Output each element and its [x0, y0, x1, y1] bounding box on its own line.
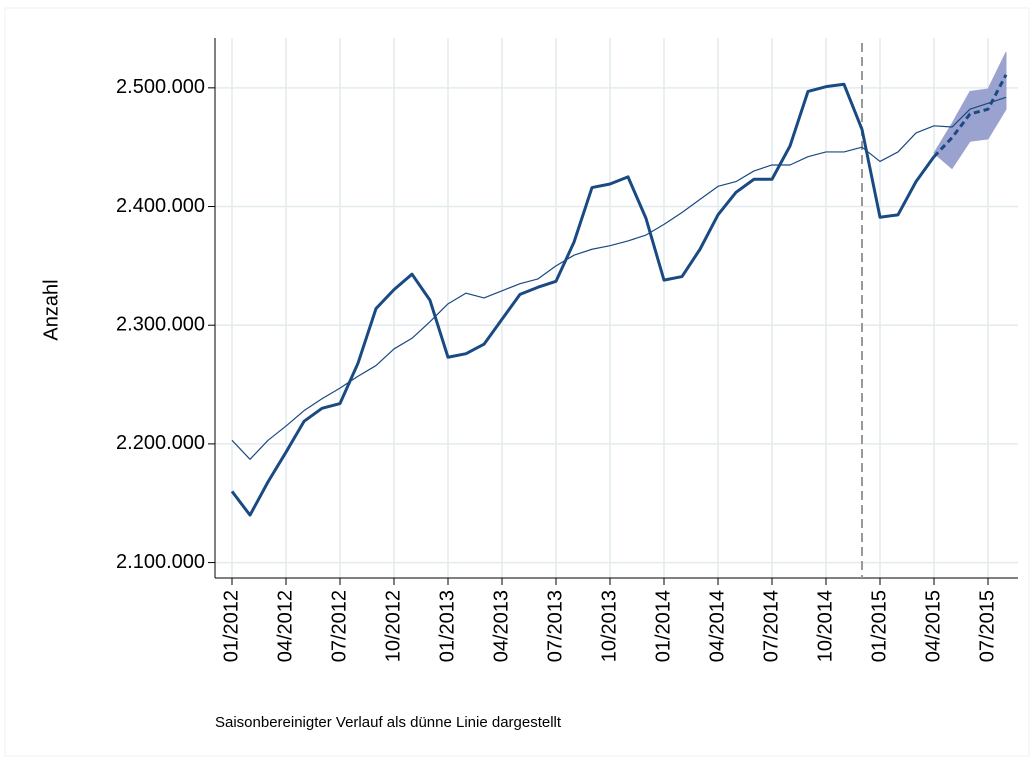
x-tick-label: 04/2012: [274, 590, 296, 662]
series-line: [932, 74, 1008, 158]
y-tick-label: 2.400.000: [116, 195, 205, 217]
y-axis-label: Anzahl: [40, 279, 62, 340]
x-tick-label: 10/2014: [814, 590, 836, 662]
x-tick-label: 01/2014: [652, 590, 674, 662]
x-tick-label: 01/2015: [868, 590, 890, 662]
x-tick-label: 07/2015: [976, 590, 998, 662]
x-tick-label: 07/2013: [544, 590, 566, 662]
x-tick-label: 01/2013: [436, 590, 458, 662]
x-tick-label: 04/2015: [922, 590, 944, 662]
series-line: [230, 82, 936, 517]
y-tick-label: 2.100.000: [116, 551, 205, 573]
x-tick-label: 04/2013: [490, 590, 512, 662]
x-tick-label: 07/2014: [760, 590, 782, 662]
x-tick-label: 10/2013: [598, 590, 620, 662]
x-tick-label: 07/2012: [328, 590, 350, 662]
series-line: [231, 96, 1007, 460]
x-tick-label: 01/2012: [220, 590, 242, 662]
y-tick-label: 2.200.000: [116, 432, 205, 454]
footnote: Saisonbereinigter Verlauf als dünne Lini…: [215, 714, 562, 731]
frame: [4, 7, 1030, 757]
y-tick-label: 2.300.000: [116, 313, 205, 335]
x-tick-label: 04/2014: [706, 590, 728, 662]
x-tick-label: 10/2012: [382, 590, 404, 662]
y-tick-label: 2.500.000: [116, 76, 205, 98]
